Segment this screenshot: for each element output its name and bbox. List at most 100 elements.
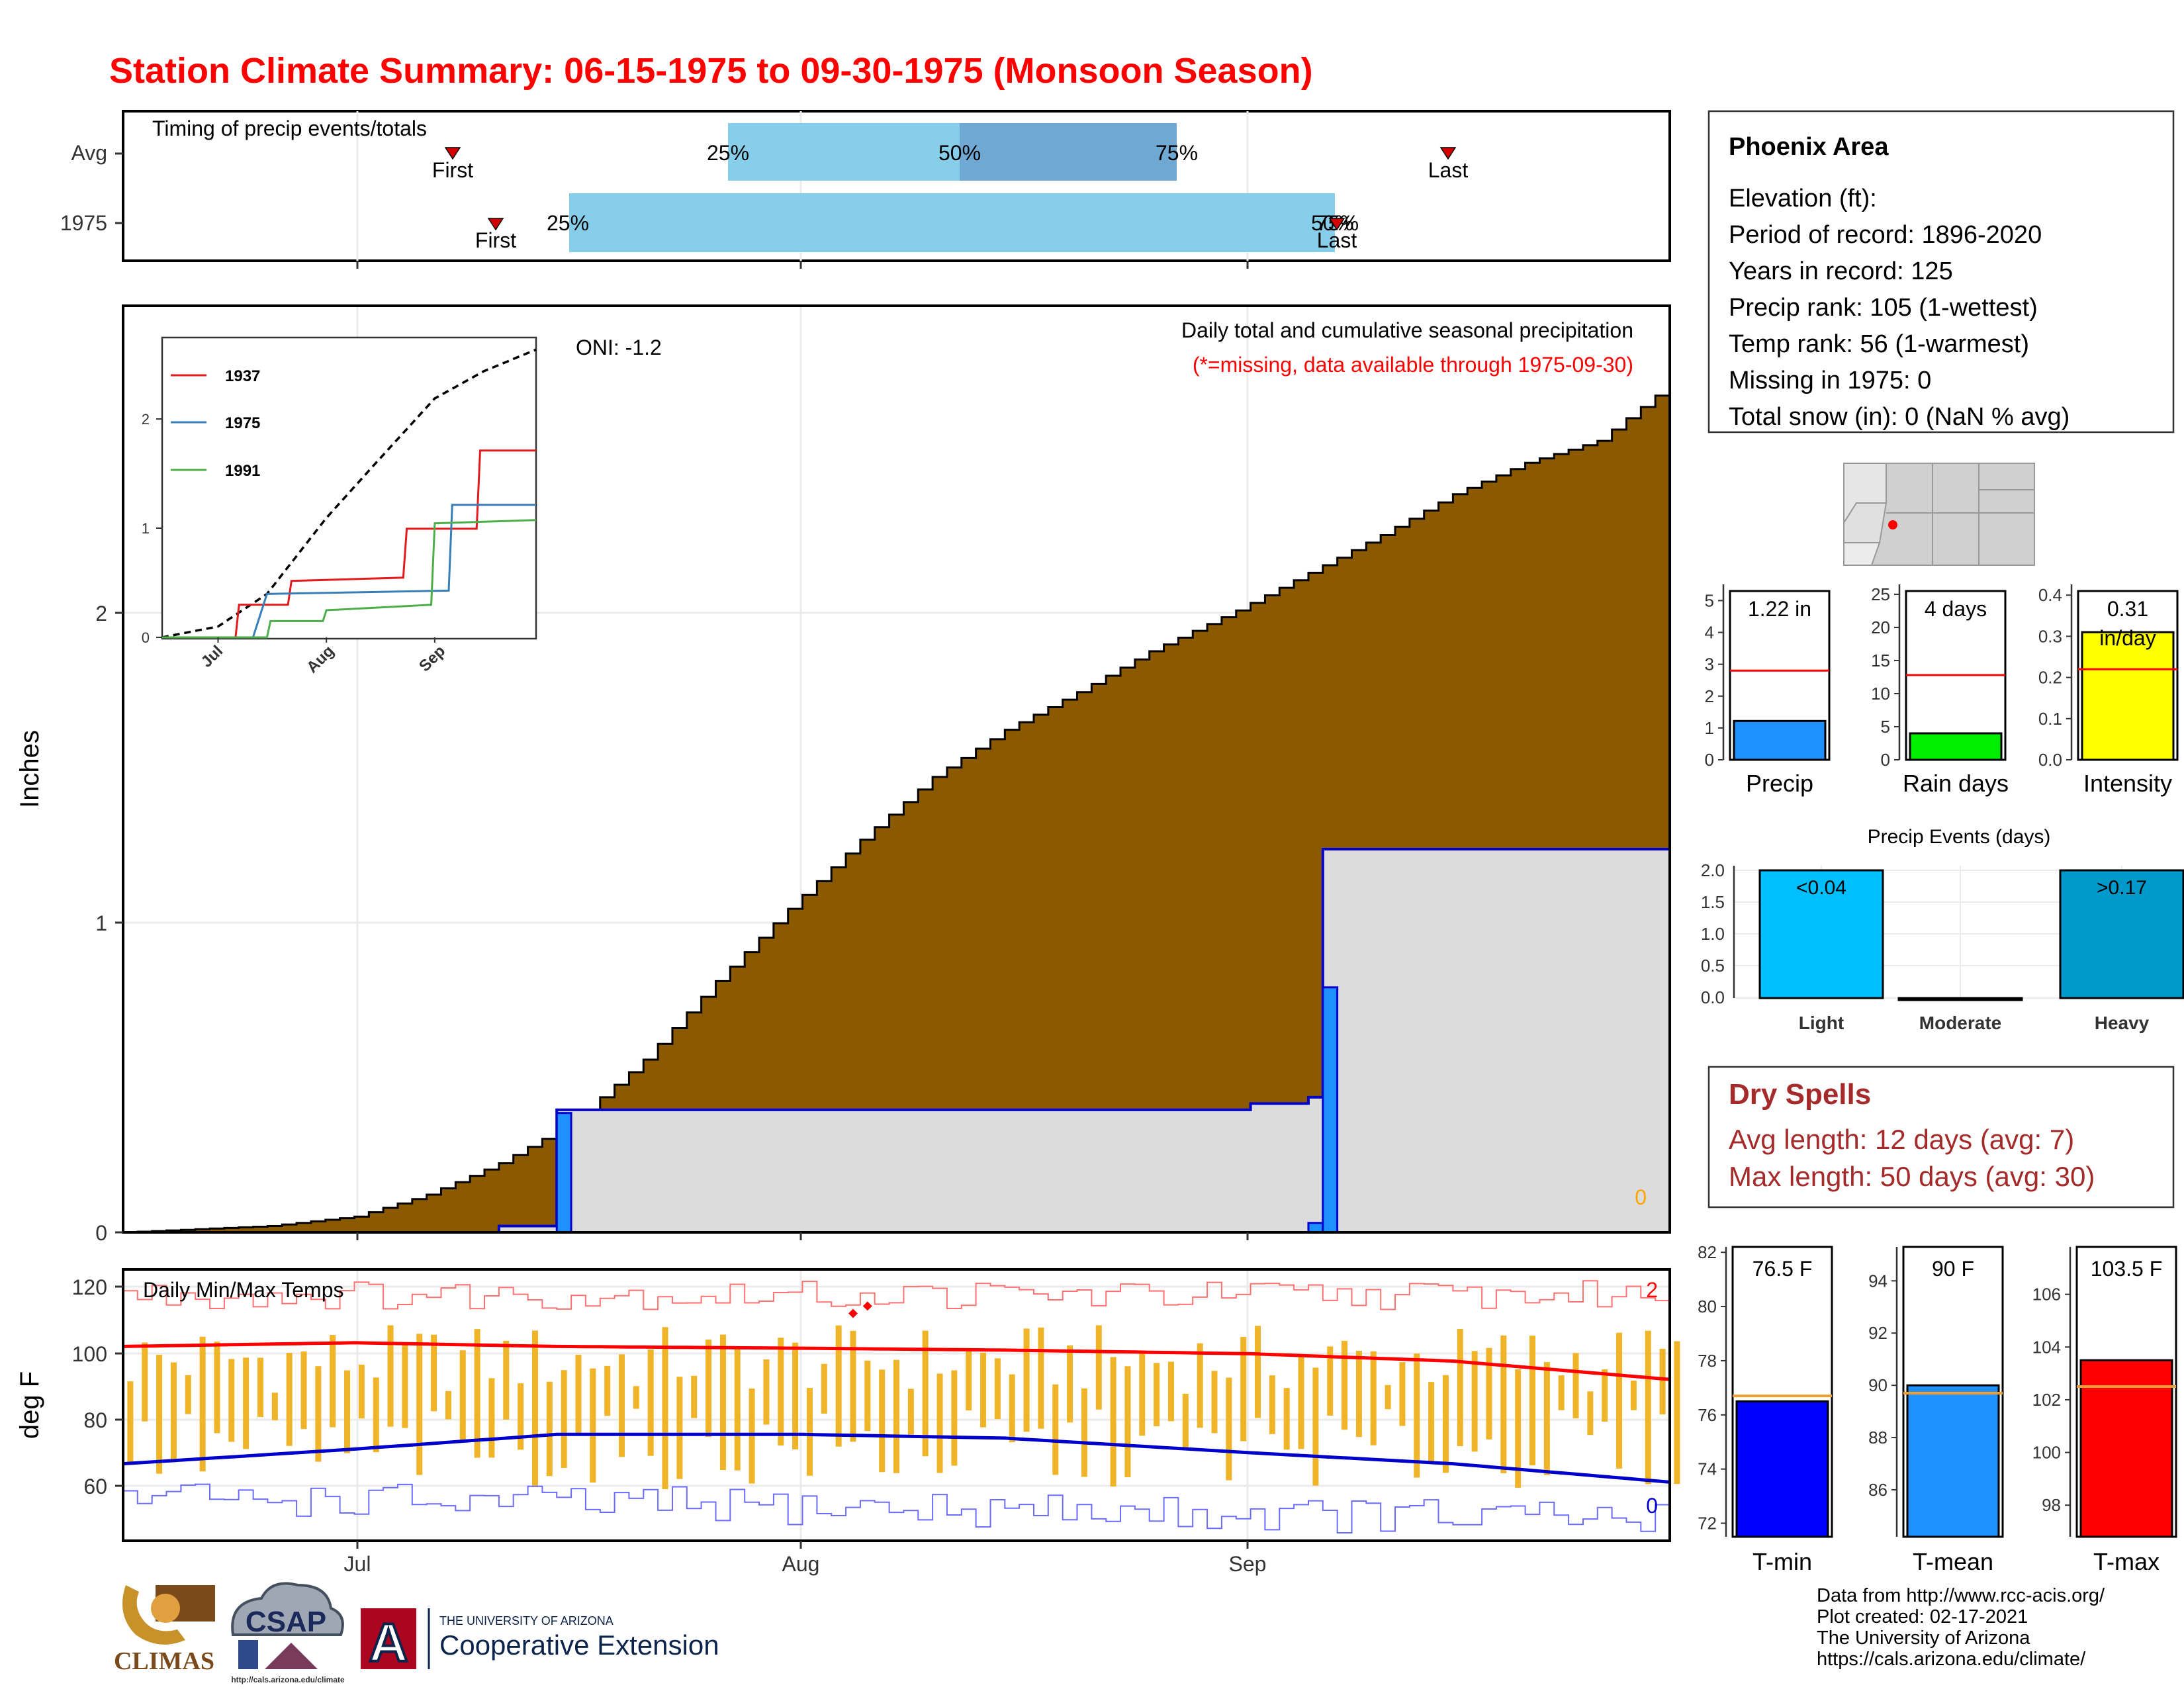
main-ytick-1: 1 [95, 911, 107, 935]
avg-cumulative-area [123, 394, 1671, 1234]
main-ytick-2: 2 [95, 602, 107, 625]
xtick-sep: Sep [1229, 1552, 1267, 1576]
daily-temp-bar [243, 1357, 250, 1449]
daily-temp-bar [1572, 1353, 1579, 1418]
summary-tick-1-0: 0 [1881, 750, 1890, 770]
record-low-line [123, 1483, 1670, 1533]
temp-label: Daily Min/Max Temps [143, 1278, 343, 1302]
precip-main-panel: Daily total and cumulative seasonal prec… [15, 304, 1671, 1245]
csap-text: CSAP [246, 1606, 326, 1638]
footer-line-2: Plot created: 02-17-2021 [1817, 1606, 2028, 1627]
climas-text: CLIMAS [114, 1647, 214, 1675]
daily-temp-bar [459, 1350, 466, 1441]
chart-title: Station Climate Summary: 06-15-1975 to 0… [109, 51, 1313, 91]
daily-temp-bar [850, 1330, 856, 1442]
avg-last-marker [1439, 147, 1457, 160]
summary-tick-2-1: 0.1 [2038, 709, 2062, 729]
daily-temp-bar [705, 1340, 712, 1438]
daily-temp-bar [445, 1391, 451, 1420]
daily-temp-bar [590, 1368, 596, 1483]
daily-temp-bar [214, 1342, 220, 1434]
dry-avg: Avg length: 12 days (avg: 7) [1729, 1124, 2074, 1155]
daily-temp-bar [662, 1327, 668, 1489]
station-location-dot [1888, 520, 1897, 529]
daily-temp-bar [1645, 1330, 1651, 1485]
daily-temp-bar [330, 1334, 336, 1428]
summary-tick-2-3: 0.3 [2038, 626, 2062, 646]
temp-summary-tick-0-3: 78 [1698, 1351, 1717, 1371]
main-ytick-0: 0 [95, 1221, 107, 1245]
events-ytick-2: 1.0 [1701, 924, 1725, 944]
daily-temp-bar [1602, 1369, 1608, 1422]
daily-temp-bar [604, 1365, 611, 1416]
daily-temp-bar [575, 1355, 582, 1436]
csap-logo: CSAP http://cals.arizona.edu/climate [231, 1582, 345, 1684]
daily-temp-bar [1385, 1385, 1391, 1410]
daily-temp-bar [966, 1351, 972, 1411]
xtick-aug: Aug [782, 1552, 820, 1576]
events-ytick-1: 0.5 [1701, 956, 1725, 976]
events-xtick-heavy: Heavy [2095, 1013, 2150, 1033]
daily-temp-bar [994, 1358, 1001, 1420]
avg-first-marker [444, 147, 461, 160]
temp-summary-tick-1-4: 94 [1868, 1271, 1888, 1291]
daily-temp-bar [1327, 1346, 1334, 1416]
summary-label-1: Rain days [1903, 770, 2009, 797]
temp-panel: Daily Min/Max Temps 2 0 deg F 60 80 100 … [15, 1268, 1680, 1576]
daily-temp-bar [719, 1334, 726, 1471]
daily-temp-bar [1197, 1343, 1203, 1428]
station-snow: Total snow (in): 0 (NaN % avg) [1729, 403, 2070, 431]
temp-ytick-120: 120 [72, 1275, 107, 1299]
summary-tick-1-1: 5 [1881, 717, 1890, 737]
daily-temp-bar [1471, 1351, 1478, 1452]
temp-summary-bar-0 [1735, 1400, 1829, 1538]
daily-temp-bar [734, 1349, 741, 1471]
station-name: Phoenix Area [1729, 133, 1889, 161]
daily-temp-bar [1154, 1363, 1160, 1427]
station-elevation: Elevation (ft): [1729, 185, 1877, 212]
inset-line-1937 [162, 449, 536, 639]
temp-ytick-100: 100 [72, 1342, 107, 1366]
daily-temp-bar [1558, 1375, 1565, 1410]
avg-max-line [122, 1341, 1670, 1381]
temp-summary-tick-2-4: 106 [2032, 1285, 2061, 1304]
temp-ytick-80: 80 [83, 1408, 107, 1432]
daily-temp-bar [778, 1338, 784, 1446]
daily-temp-bar [1211, 1371, 1218, 1434]
temp-summary-bar-1 [1906, 1384, 2000, 1538]
daily-temp-bar [1052, 1384, 1059, 1475]
avg-iqr-lower-box [728, 123, 960, 181]
temp-ylabel: deg F [15, 1371, 44, 1439]
daily-temp-bar [676, 1377, 683, 1479]
daily-temp-bar [1095, 1325, 1102, 1410]
inset-line-1991 [162, 519, 537, 639]
station-temp-rank: Temp rank: 56 (1-warmest) [1729, 330, 2029, 358]
daily-temp-bar [488, 1378, 495, 1458]
inset-legend-1991: 1991 [225, 462, 260, 480]
station-missing: Missing in 1975: 0 [1729, 367, 1931, 394]
summary-tick-2-2: 0.2 [2038, 668, 2062, 688]
temp-summary-tick-0-4: 80 [1698, 1297, 1717, 1316]
daily-temp-bar [142, 1342, 148, 1422]
dry-spells-box: Dry Spells Avg length: 12 days (avg: 7) … [1707, 1066, 2175, 1209]
summary-t-mean: 86 88 90 92 94 90 F T-mean [1868, 1246, 2004, 1575]
summary-tick-0-5: 5 [1705, 590, 1714, 610]
daily-temp-bar [271, 1393, 278, 1420]
event-bar-heavy [2059, 869, 2184, 999]
avg-iqr-upper-box [960, 123, 1177, 181]
temp-summary-tick-1-1: 88 [1868, 1428, 1888, 1447]
summary-intensity: 0.0 0.1 0.2 0.3 0.4 0.31 in/day Intensity [2038, 584, 2179, 797]
daily-temp-bar [286, 1353, 293, 1446]
summary-bar-1 [1909, 732, 2003, 761]
daily-temp-bar [1283, 1388, 1290, 1450]
temp-summary-tick-0-1: 74 [1698, 1459, 1717, 1479]
temp-summary-label-0: T-min [1752, 1548, 1812, 1575]
csap-url: http://cals.arizona.edu/climate [231, 1675, 345, 1684]
daily-temp-bar [503, 1340, 510, 1420]
year-last-label: Last [1317, 228, 1357, 252]
summary-label-0: Precip [1746, 770, 1813, 797]
temp-summary-value-1: 90 F [1932, 1257, 1974, 1281]
inset-legend-1937: 1937 [225, 367, 260, 385]
temp-summary-tick-1-2: 90 [1868, 1375, 1888, 1395]
main-desc: Daily total and cumulative seasonal prec… [1181, 318, 1633, 342]
